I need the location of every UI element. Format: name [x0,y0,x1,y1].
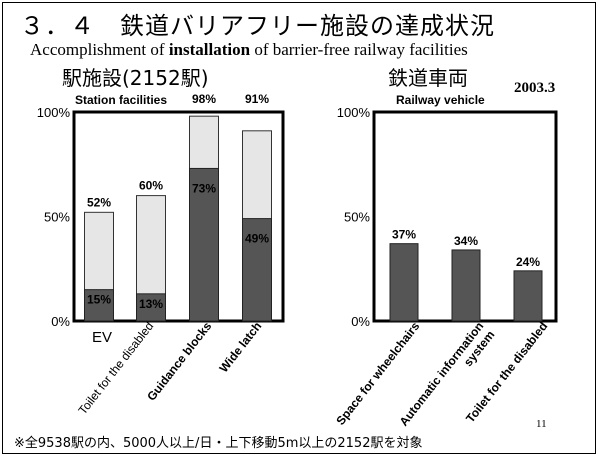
bar [513,270,543,322]
subtitle-part1: Accomplishment of [30,40,169,59]
value-label: 34% [454,234,478,248]
category-label: EV [92,329,112,346]
y-tick-label: 50% [344,210,370,225]
page-number: 11 [536,418,547,430]
bar [389,243,419,322]
subtitle-bold: installation [168,40,251,59]
bar-installed [242,218,272,322]
installed-value-label: 49% [245,232,269,246]
value-label: 24% [516,255,540,269]
total-value-label: 91% [245,92,269,106]
slide-frame [2,2,596,454]
total-value-label: 52% [87,195,111,209]
station-section-heading: 駅施設(2152駅) [62,66,209,90]
y-tick-label: 50% [44,210,70,225]
footnote: ※全9538駅の内、5000人以上/日・上下移動5m以上の2152駅を対象 [14,436,423,451]
installed-value-label: 73% [192,181,216,195]
bar [451,249,481,322]
y-tick-label: 100% [37,105,71,120]
bar-installed [189,167,219,322]
bar-installed [84,289,114,322]
y-tick-label: 100% [337,105,371,120]
vehicle-section-heading: 鉄道車両 [388,66,468,90]
bar-installed [136,293,166,322]
subtitle: Accomplishment of installation of barrie… [30,40,468,60]
chart-title: Station facilities [75,93,167,107]
total-value-label: 60% [139,179,163,193]
plot-frame [72,110,285,323]
chart-title: Railway vehicle [396,93,485,107]
installed-value-label: 13% [139,297,163,311]
date-label: 2003.3 [514,80,556,96]
y-tick-label: 0% [351,314,370,329]
subtitle-part2: of barrier-free railway facilities [250,40,468,59]
page-title: ３．４ 鉄道バリアフリー施設の達成状況 [20,12,495,40]
installed-value-label: 15% [87,293,111,307]
y-tick-label: 0% [51,314,70,329]
value-label: 37% [392,228,416,242]
total-value-label: 98% [192,92,216,106]
